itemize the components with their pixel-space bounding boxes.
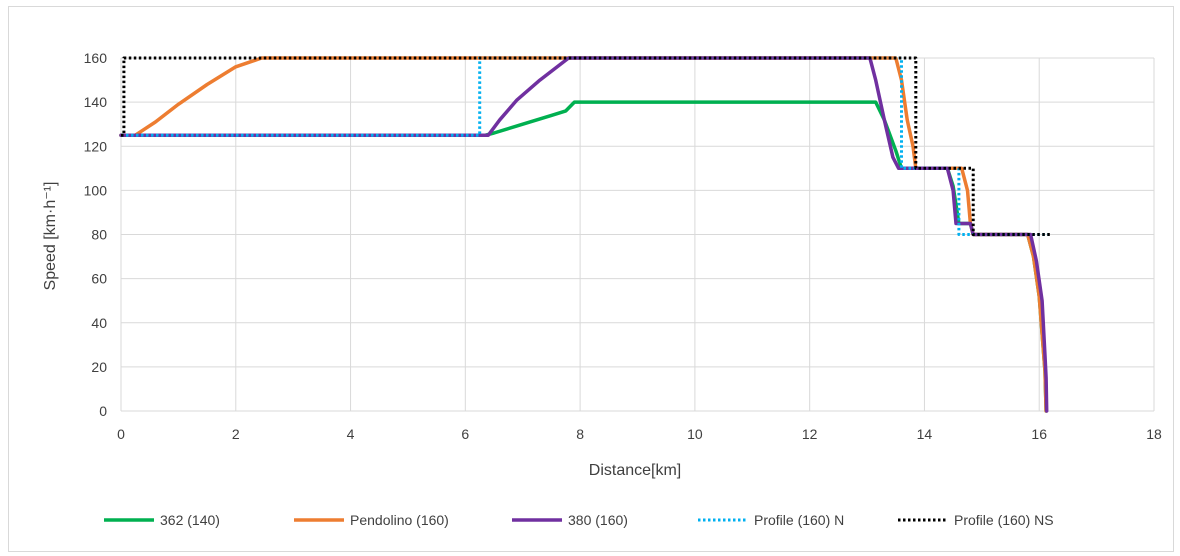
x-axis-title: Distance[km] — [589, 462, 681, 479]
x-tick-label: 12 — [802, 426, 818, 442]
y-tick-label: 100 — [84, 182, 108, 198]
x-tick-label: 6 — [461, 426, 469, 442]
y-axis-title: Speed [km·h⁻¹] — [42, 182, 59, 291]
legend-label: Profile (160) NS — [954, 512, 1054, 528]
x-tick-label: 14 — [917, 426, 933, 442]
y-tick-label: 0 — [99, 403, 107, 419]
y-tick-label: 160 — [84, 50, 108, 66]
y-tick-label: 40 — [91, 315, 107, 331]
x-tick-label: 18 — [1146, 426, 1162, 442]
speed-distance-chart: 0 20 40 60 80 100 120 140 160 0 2 4 6 8 10 12 14 16 18 Di… — [42, 50, 1162, 528]
x-tick-label: 2 — [232, 426, 240, 442]
y-tick-label: 20 — [91, 359, 107, 375]
series-lines — [119, 56, 1051, 413]
series-line-1 — [119, 100, 1048, 413]
y-tick-labels: 0 20 40 60 80 100 120 140 160 — [84, 50, 108, 419]
series-line-3 — [119, 56, 1049, 413]
y-tick-label: 140 — [84, 94, 108, 110]
chart-frame: 0 20 40 60 80 100 120 140 160 0 2 4 6 8 10 12 14 16 18 Di… — [8, 6, 1174, 552]
legend-label: Profile (160) N — [754, 512, 844, 528]
x-tick-label: 0 — [117, 426, 125, 442]
legend-label: 380 (160) — [568, 512, 628, 528]
y-tick-label: 60 — [91, 271, 107, 287]
x-tick-labels: 0 2 4 6 8 10 12 14 16 18 — [117, 426, 1162, 442]
x-tick-label: 4 — [347, 426, 355, 442]
x-tick-label: 16 — [1031, 426, 1047, 442]
legend-label: 362 (140) — [160, 512, 220, 528]
y-tick-label: 120 — [84, 138, 108, 154]
legend-label: Pendolino (160) — [350, 512, 449, 528]
x-tick-label: 10 — [687, 426, 703, 442]
series-line-4 — [121, 56, 1048, 236]
x-tick-label: 8 — [576, 426, 584, 442]
series-line-5 — [121, 56, 1051, 236]
y-tick-label: 80 — [91, 227, 107, 243]
legend: 362 (140) Pendolino (160) 380 (160) Profile… — [104, 512, 1054, 528]
